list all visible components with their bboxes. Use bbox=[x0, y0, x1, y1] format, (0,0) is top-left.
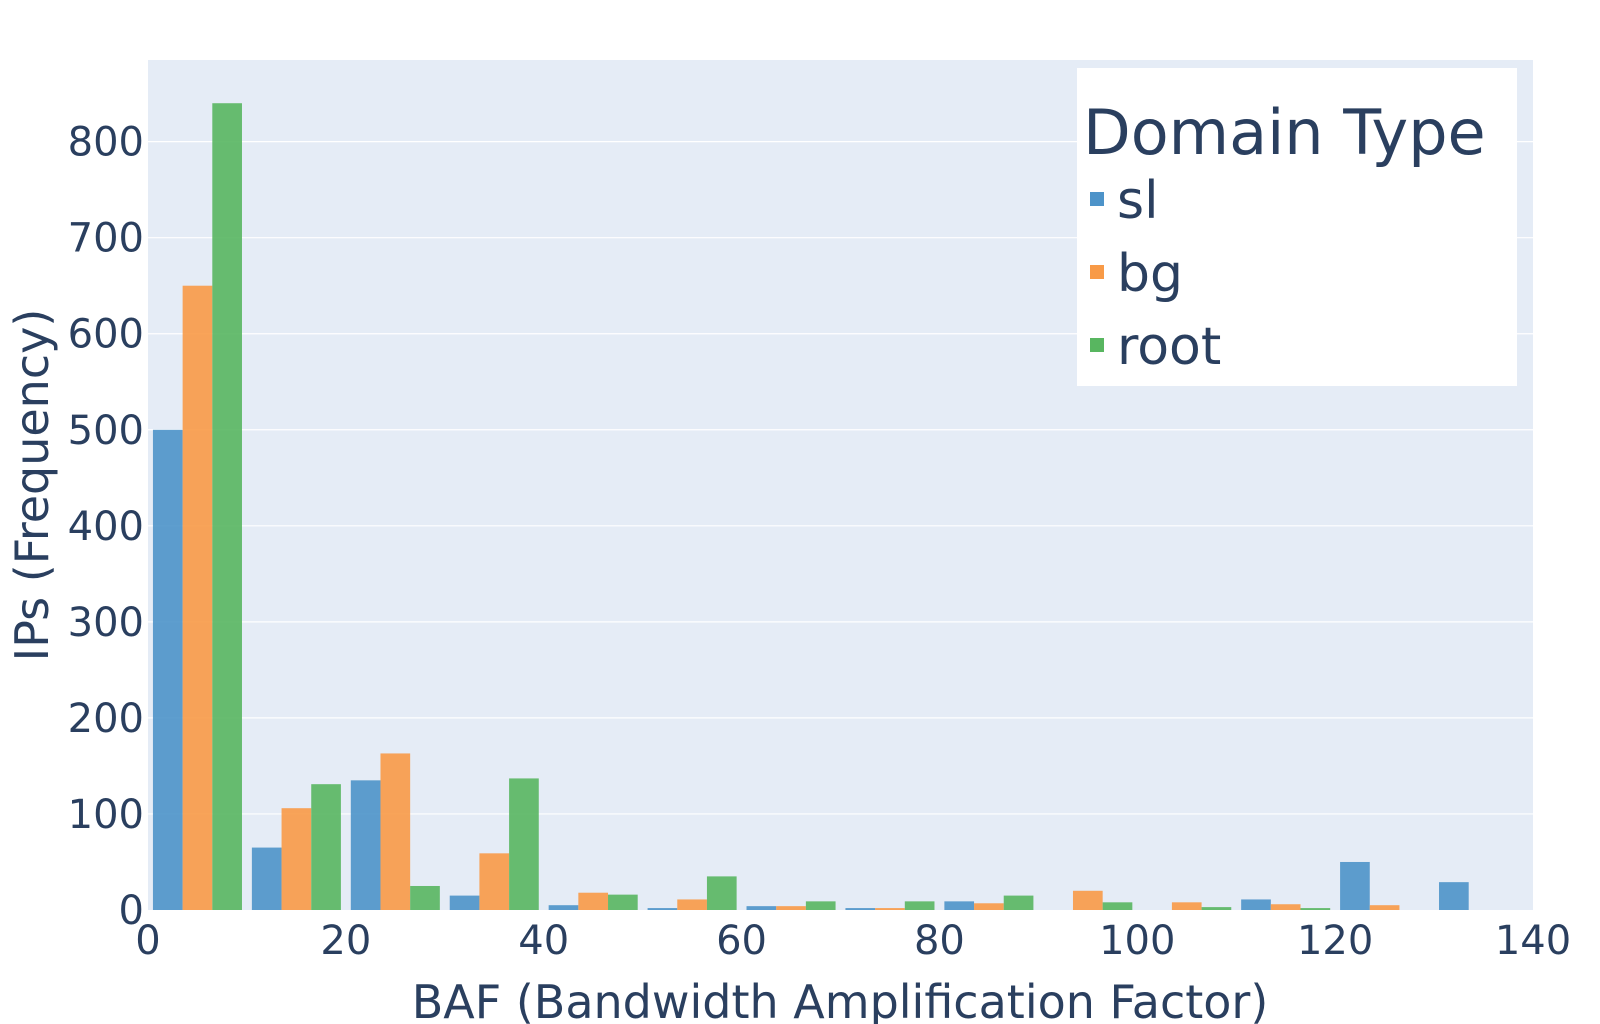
bar-bg bbox=[182, 285, 213, 911]
x-tick-label: 100 bbox=[1099, 918, 1175, 964]
bar-root bbox=[706, 876, 737, 910]
bar-root bbox=[311, 784, 341, 910]
bar-root bbox=[608, 894, 638, 910]
legend-swatch-sl bbox=[1090, 192, 1104, 206]
bar-sl bbox=[1241, 899, 1271, 910]
bar-bg bbox=[281, 808, 312, 910]
x-axis-ticks: 0 20 40 60 80 100 120 140 bbox=[135, 918, 1571, 964]
bar-sl bbox=[746, 906, 777, 910]
x-tick-label: 0 bbox=[135, 918, 160, 964]
x-tick-label: 140 bbox=[1495, 918, 1571, 964]
bar-root bbox=[1201, 907, 1232, 910]
bar-bg bbox=[677, 899, 707, 910]
y-tick-label: 300 bbox=[68, 600, 144, 646]
legend: Domain Type sl bg root bbox=[1077, 68, 1517, 386]
x-tick-label: 40 bbox=[518, 918, 569, 964]
bar-bg bbox=[1072, 890, 1103, 910]
y-tick-label: 100 bbox=[68, 792, 144, 838]
bar-sl bbox=[944, 901, 975, 910]
bar-bg bbox=[1171, 902, 1202, 910]
bar-bg bbox=[776, 906, 806, 910]
bar-bg bbox=[578, 892, 609, 910]
bar-root bbox=[509, 778, 539, 910]
bar-root bbox=[1102, 902, 1133, 910]
y-tick-label: 800 bbox=[68, 120, 144, 166]
bar-sl bbox=[1340, 861, 1370, 910]
bar-bg bbox=[380, 753, 411, 910]
bar-bg bbox=[875, 908, 905, 910]
bar-root bbox=[1003, 895, 1034, 910]
legend-box bbox=[1077, 68, 1517, 386]
bar-root bbox=[212, 103, 242, 910]
bars bbox=[152, 103, 1469, 911]
bar-root bbox=[904, 901, 935, 910]
bar-sl bbox=[548, 905, 579, 910]
y-tick-label: 0 bbox=[119, 888, 144, 934]
y-tick-label: 600 bbox=[68, 312, 144, 358]
bar-sl bbox=[647, 908, 678, 910]
bar-sl bbox=[1439, 882, 1469, 910]
y-tick-label: 200 bbox=[68, 696, 144, 742]
bar-sl bbox=[251, 847, 282, 910]
legend-swatch-bg bbox=[1090, 265, 1104, 279]
x-tick-label: 20 bbox=[320, 918, 371, 964]
legend-label-root: root bbox=[1117, 317, 1221, 377]
bar-sl bbox=[152, 429, 183, 910]
bar-root bbox=[410, 885, 440, 910]
y-tick-label: 500 bbox=[68, 408, 144, 454]
legend-label-bg: bg bbox=[1117, 244, 1183, 304]
bar-root bbox=[1300, 908, 1331, 910]
x-tick-label: 120 bbox=[1297, 918, 1373, 964]
bar-bg bbox=[1270, 904, 1301, 910]
x-tick-label: 80 bbox=[914, 918, 965, 964]
legend-label-sl: sl bbox=[1117, 171, 1159, 231]
bar-sl bbox=[449, 895, 480, 910]
y-axis-title: IPs (Frequency) bbox=[5, 309, 59, 662]
legend-swatch-root bbox=[1090, 338, 1104, 352]
x-axis-title: BAF (Bandwidth Amplification Factor) bbox=[412, 975, 1269, 1024]
bar-sl bbox=[350, 780, 381, 910]
bar-bg bbox=[974, 903, 1004, 910]
x-tick-label: 60 bbox=[716, 918, 767, 964]
y-axis-ticks: 0 100 200 300 400 500 600 700 800 bbox=[68, 120, 144, 934]
bar-root bbox=[805, 901, 836, 910]
bar-bg bbox=[1369, 905, 1400, 910]
y-tick-label: 400 bbox=[68, 504, 144, 550]
y-tick-label: 700 bbox=[68, 216, 144, 262]
bar-bg bbox=[479, 853, 510, 910]
bar-sl bbox=[845, 908, 876, 910]
legend-title: Domain Type bbox=[1083, 96, 1486, 169]
